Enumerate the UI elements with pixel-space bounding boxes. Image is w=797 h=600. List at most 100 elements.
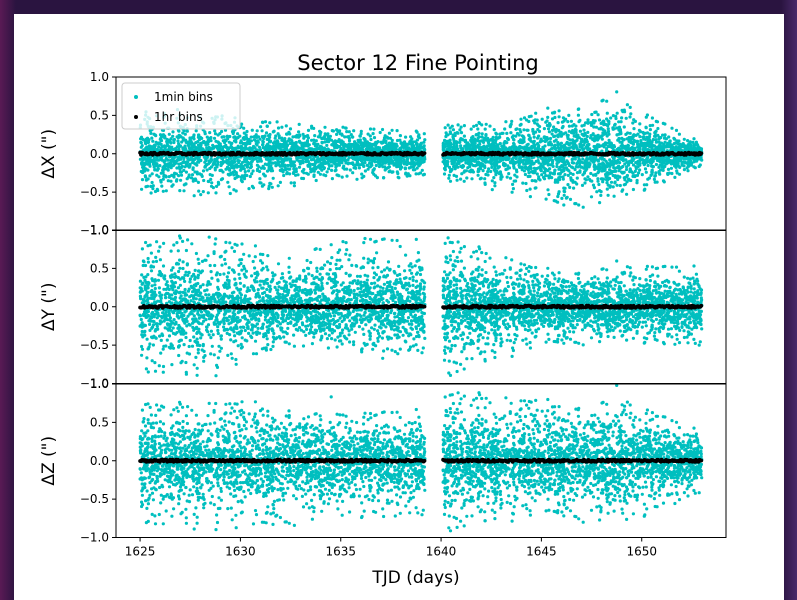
point-1min xyxy=(227,140,231,144)
point-1min xyxy=(274,161,278,165)
point-1min xyxy=(469,127,473,131)
point-1min xyxy=(586,175,590,179)
point-1min xyxy=(281,143,285,147)
point-1min xyxy=(256,140,260,144)
point-1min xyxy=(522,128,526,132)
point-1min xyxy=(382,160,386,164)
point-1min xyxy=(492,176,496,180)
point-1min xyxy=(522,116,527,120)
point-1min xyxy=(330,177,334,181)
point-1min xyxy=(663,133,667,137)
point-1min xyxy=(577,120,581,124)
point-1min xyxy=(411,168,415,172)
point-1min xyxy=(281,145,285,149)
point-1min xyxy=(232,173,236,177)
point-1min xyxy=(161,177,165,181)
point-1min xyxy=(270,166,274,171)
point-1min xyxy=(184,182,188,186)
point-1min xyxy=(566,173,570,177)
point-1min xyxy=(391,143,396,147)
point-1min xyxy=(456,123,460,127)
point-1min xyxy=(228,168,232,172)
point-1min xyxy=(540,117,544,121)
point-1min xyxy=(623,162,627,166)
point-1min xyxy=(197,160,201,164)
point-1min xyxy=(549,158,554,162)
point-1min xyxy=(288,132,292,136)
point-1min xyxy=(150,172,154,176)
point-1min xyxy=(684,157,688,161)
point-1min xyxy=(493,184,497,188)
point-1min xyxy=(420,168,424,172)
point-1min xyxy=(316,142,320,146)
point-1min xyxy=(203,165,207,169)
point-1min xyxy=(682,168,687,172)
point-1min xyxy=(621,164,625,169)
point-1min xyxy=(314,178,318,183)
point-1min xyxy=(246,147,250,151)
point-1min xyxy=(478,142,482,146)
point-1min xyxy=(194,178,198,182)
point-1min xyxy=(179,178,183,182)
point-1min xyxy=(249,160,254,164)
point-1min xyxy=(320,168,324,172)
point-1min xyxy=(301,148,305,152)
point-1min xyxy=(560,133,564,137)
point-1min xyxy=(206,191,210,195)
point-1min xyxy=(261,146,265,150)
point-1min xyxy=(194,129,198,133)
point-1min xyxy=(685,147,689,151)
point-1min xyxy=(556,192,561,196)
point-1min xyxy=(216,180,220,184)
point-1min xyxy=(181,131,185,135)
point-1min xyxy=(151,139,155,143)
point-1min xyxy=(500,144,504,148)
point-1min xyxy=(528,187,532,191)
point-1min xyxy=(586,157,591,161)
point-1min xyxy=(250,128,254,132)
point-1min xyxy=(546,162,550,166)
point-1min xyxy=(631,187,636,192)
point-1min xyxy=(669,148,673,152)
point-1min xyxy=(405,160,409,164)
point-1min xyxy=(689,144,693,148)
point-1min xyxy=(300,156,304,160)
point-1min xyxy=(571,138,575,142)
point-1min xyxy=(675,139,679,143)
point-1min xyxy=(165,137,169,142)
point-1min xyxy=(206,138,210,142)
point-1min xyxy=(547,121,552,126)
point-1min xyxy=(531,161,535,166)
point-1min xyxy=(242,131,246,135)
point-1min xyxy=(151,162,156,166)
point-1min xyxy=(658,163,662,167)
point-1min xyxy=(282,173,286,178)
point-1min xyxy=(275,120,279,124)
point-1min xyxy=(151,187,155,191)
point-1min xyxy=(496,166,500,170)
point-1min xyxy=(586,147,590,151)
point-1min xyxy=(294,140,298,145)
point-1min xyxy=(468,169,472,173)
point-1min xyxy=(196,143,201,147)
point-1min xyxy=(575,176,579,180)
point-1min xyxy=(236,132,240,136)
point-1min xyxy=(347,135,351,139)
point-1min xyxy=(235,175,239,179)
point-1min xyxy=(527,171,531,175)
point-1min xyxy=(177,162,181,166)
point-1min xyxy=(380,141,384,145)
point-1min xyxy=(336,130,340,134)
point-1min xyxy=(181,136,185,140)
point-1min xyxy=(590,112,594,117)
point-1min xyxy=(195,163,199,167)
point-1min xyxy=(293,164,297,168)
point-1min xyxy=(551,172,556,176)
point-1min xyxy=(260,184,264,188)
point-1min xyxy=(297,122,301,126)
point-1min xyxy=(373,160,377,164)
point-1min xyxy=(336,159,340,163)
point-1min xyxy=(558,175,562,179)
point-1min xyxy=(390,138,394,142)
point-1min xyxy=(237,160,241,165)
